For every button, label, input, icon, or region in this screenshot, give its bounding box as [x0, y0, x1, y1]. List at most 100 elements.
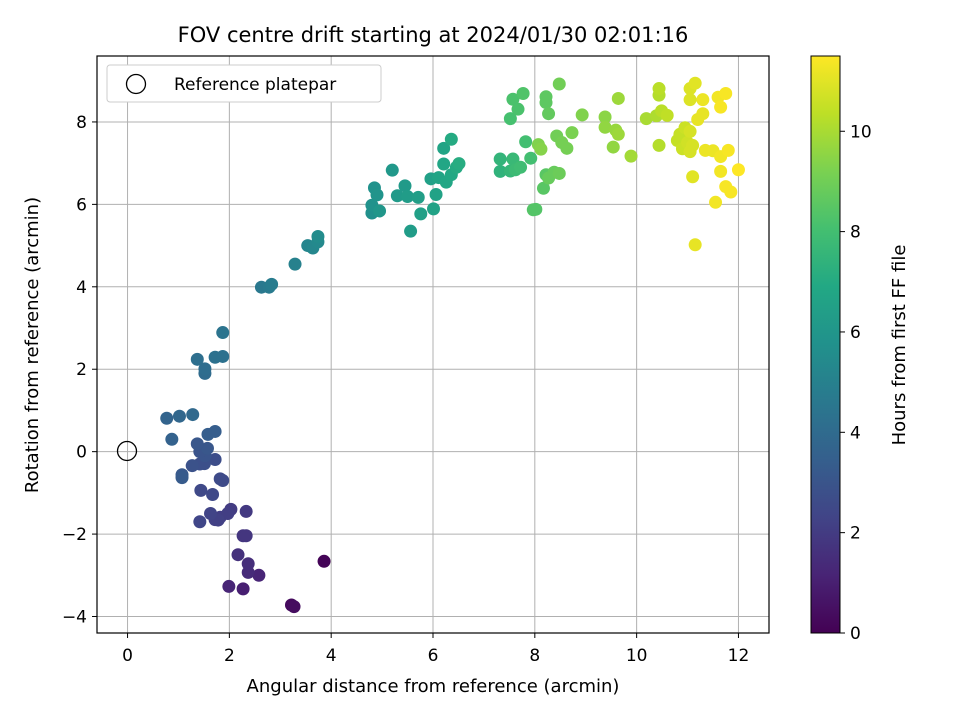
legend-marker	[125, 73, 147, 95]
data-point	[721, 143, 735, 157]
data-point	[511, 102, 525, 116]
data-point	[686, 138, 700, 152]
data-point	[639, 112, 653, 126]
x-tick-label: 0	[122, 646, 133, 666]
data-point	[542, 107, 556, 121]
data-point	[516, 87, 530, 101]
data-point	[198, 362, 212, 376]
data-point	[452, 157, 466, 171]
data-point	[194, 483, 208, 497]
data-point	[683, 124, 697, 138]
data-point	[437, 141, 451, 155]
data-point	[429, 187, 443, 201]
x-tick-label: 10	[626, 646, 648, 666]
data-point	[404, 224, 418, 238]
legend: Reference platepar	[106, 64, 382, 103]
data-point	[696, 107, 710, 121]
y-tick-label: −4	[62, 608, 87, 628]
data-point	[200, 441, 214, 455]
data-point	[190, 437, 204, 451]
colorbar-ticks: 0 2 4 6 8 10	[840, 122, 872, 644]
x-axis-label: Angular distance from reference (arcmin)	[247, 676, 620, 697]
data-point	[688, 238, 702, 252]
grid	[97, 56, 769, 633]
colorbar-tick-label: 6	[850, 323, 861, 343]
data-point	[236, 582, 250, 596]
data-point	[193, 515, 207, 529]
data-point	[239, 504, 253, 518]
data-point	[160, 411, 174, 425]
data-point	[165, 432, 179, 446]
data-point	[427, 202, 441, 216]
data-point	[222, 579, 236, 593]
data-point	[686, 170, 700, 184]
data-point	[401, 190, 415, 204]
data-point	[444, 132, 458, 146]
x-axis: 0 2 4 6 8 10 12	[122, 633, 749, 666]
y-tick-label: 2	[76, 360, 87, 380]
data-point	[208, 424, 222, 438]
colorbar-tick-label: 8	[850, 223, 861, 243]
data-point	[519, 135, 533, 149]
y-tick-label: 6	[76, 195, 87, 215]
data-point	[652, 138, 666, 152]
data-point	[514, 160, 528, 174]
legend-box	[106, 64, 382, 103]
data-point	[529, 202, 543, 216]
y-tick-label: 0	[76, 443, 87, 463]
data-point	[385, 163, 399, 177]
data-point	[652, 82, 666, 96]
data-point	[714, 164, 728, 178]
data-point	[208, 452, 222, 466]
colorbar-tick-label: 4	[850, 423, 861, 443]
data-point	[172, 409, 186, 423]
data-point	[611, 127, 625, 141]
data-point	[565, 126, 579, 140]
data-point	[536, 181, 550, 195]
data-point	[552, 77, 566, 91]
data-point	[506, 92, 520, 106]
data-point	[506, 152, 520, 166]
data-point	[598, 110, 612, 124]
data-point	[624, 149, 638, 163]
data-point	[311, 230, 325, 244]
colorbar-tick-label: 10	[850, 122, 872, 142]
data-point	[660, 108, 674, 122]
data-point	[437, 157, 451, 171]
data-point	[204, 506, 218, 520]
data-point	[252, 568, 266, 582]
data-point	[606, 140, 620, 154]
data-point	[552, 166, 566, 180]
chart-title: FOV centre drift starting at 2024/01/30 …	[178, 23, 689, 47]
data-point	[216, 474, 230, 488]
reference-marker	[116, 440, 138, 462]
y-tick-label: −2	[62, 525, 87, 545]
data-point	[373, 204, 387, 218]
data-point	[398, 179, 412, 193]
data-point	[719, 87, 733, 101]
data-point	[598, 120, 612, 134]
data-point	[714, 100, 728, 114]
data-point	[539, 90, 553, 104]
data-point	[239, 529, 253, 543]
data-points	[160, 76, 745, 614]
data-point	[287, 600, 301, 614]
data-point	[709, 195, 723, 209]
data-point	[493, 164, 507, 178]
colorbar-tick-label: 0	[850, 624, 861, 644]
data-point	[503, 112, 517, 126]
data-point	[216, 349, 230, 363]
x-tick-label: 2	[224, 646, 235, 666]
data-point	[688, 76, 702, 90]
data-point	[190, 352, 204, 366]
data-point	[186, 408, 200, 422]
x-tick-label: 8	[529, 646, 540, 666]
data-point	[560, 141, 574, 155]
data-point	[317, 554, 331, 568]
data-point	[724, 185, 738, 199]
colorbar	[810, 55, 841, 634]
data-point	[175, 471, 189, 485]
data-point	[534, 142, 548, 156]
y-tick-label: 8	[76, 113, 87, 133]
